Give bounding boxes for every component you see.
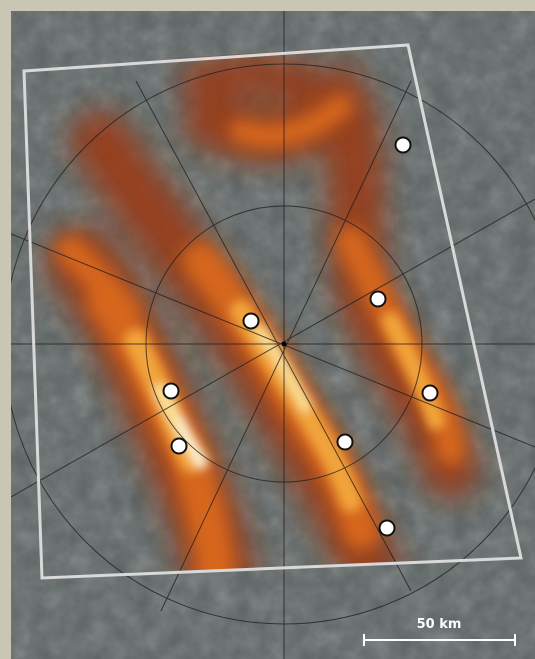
survey-region-frame [22,43,523,580]
grid-line-diagonal-4 [160,80,412,612]
marker-8[interactable] [378,519,396,537]
marker-7[interactable] [336,433,354,451]
observation-markers [162,136,439,537]
polar-grid [11,11,535,659]
heat-stripe-4 [181,54,331,111]
marker-3[interactable] [242,312,260,330]
grid-line-diagonal-3 [135,80,412,592]
marker-5[interactable] [421,384,439,402]
scale-bar-label: 50 km [417,617,462,632]
marker-1[interactable] [394,136,412,154]
marker-2[interactable] [369,290,387,308]
grid-line-diagonal-1 [11,233,535,448]
scale-bar: 50 km [363,617,516,646]
grid-line-diagonal-2 [11,198,535,498]
pole-point [281,341,287,347]
marker-4[interactable] [162,382,180,400]
marker-6[interactable] [170,437,188,455]
map-canvas: 50 km [11,11,535,659]
